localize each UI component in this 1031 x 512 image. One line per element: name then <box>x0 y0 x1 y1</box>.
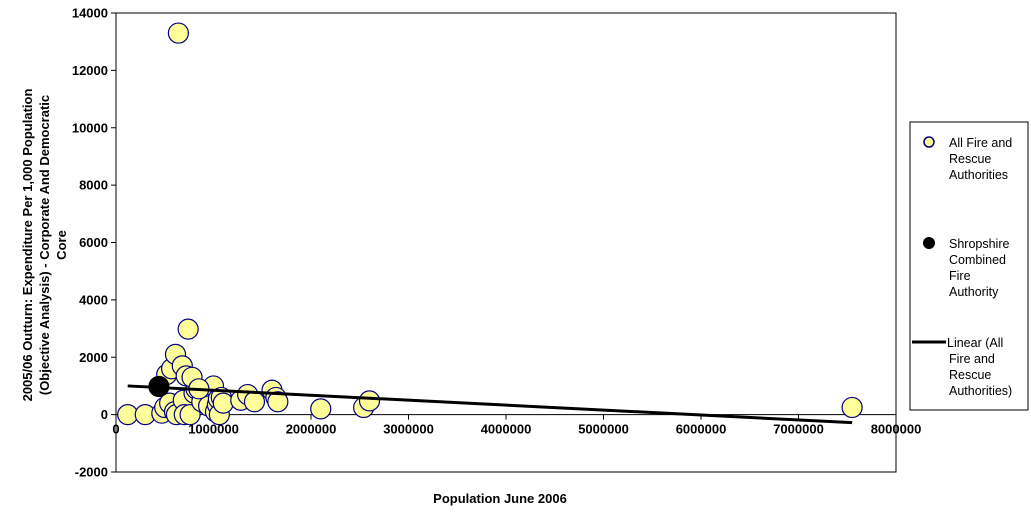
y-axis-title-line-2: (Objective Analysis) - Corporate And Dem… <box>37 95 52 395</box>
legend: All Fire and Rescue Authorities Shropshi… <box>909 121 1029 411</box>
data-point-authority <box>177 318 199 340</box>
y-tick-label: 6000 <box>79 235 108 250</box>
legend-label-trendline: Linear (All Fire and Rescue Authorities) <box>947 336 1012 398</box>
y-tick-label: 0 <box>101 407 108 422</box>
x-tick-label: 4000000 <box>481 422 532 437</box>
x-tick-label: 2000000 <box>286 422 337 437</box>
data-point-authority <box>267 391 289 413</box>
trendline <box>127 384 853 425</box>
y-tick-labels: -2000 0 2000 4000 6000 8000 10000 12000 14000 <box>72 6 108 480</box>
x-tick-labels: 0 1000000 2000000 3000000 4000000 5000000 6000… <box>112 422 921 437</box>
data-point-authority <box>243 391 266 413</box>
x-axis-ticks <box>115 414 897 420</box>
y-tick-label: 2000 <box>79 350 108 365</box>
y-axis-title: 2005/06 Outturn: Expenditure Per 1,000 P… <box>20 89 69 402</box>
legend-box <box>909 121 1029 411</box>
x-axis-title: Population June 2006 <box>433 491 567 506</box>
x-tick-label: 7000000 <box>773 422 824 437</box>
data-point-authority <box>841 396 863 419</box>
legend-marker-all-authorities <box>923 136 935 148</box>
y-tick-label: -2000 <box>75 465 108 480</box>
y-tick-label: 4000 <box>79 292 108 307</box>
x-tick-label: 5000000 <box>578 422 629 437</box>
x-tick-label: 6000000 <box>676 422 727 437</box>
y-axis-title-line-1: 2005/06 Outturn: Expenditure Per 1,000 P… <box>20 89 35 402</box>
x-tick-label: 3000000 <box>383 422 434 437</box>
data-point-authority <box>212 392 234 414</box>
x-tick-label: 0 <box>112 422 119 437</box>
y-axis <box>111 12 116 473</box>
y-axis-title-line-3: Core <box>54 230 69 260</box>
trendline-linear <box>127 384 853 425</box>
legend-label-all-authorities: All Fire and Rescue Authorities <box>949 136 1016 182</box>
data-point-authority <box>358 390 381 412</box>
y-tick-label: 14000 <box>72 6 108 21</box>
y-tick-label: 8000 <box>79 178 108 193</box>
y-tick-label: 12000 <box>72 63 108 78</box>
data-point-authority <box>310 398 332 420</box>
x-tick-label: 8000000 <box>871 422 922 437</box>
legend-marker-shropshire <box>923 237 935 249</box>
legend-label-shropshire: Shropshire Combined Fire Authority <box>949 237 1013 299</box>
y-tick-label: 10000 <box>72 120 108 135</box>
data-point-authority <box>167 22 189 44</box>
x-tick-label: 1000000 <box>188 422 239 437</box>
